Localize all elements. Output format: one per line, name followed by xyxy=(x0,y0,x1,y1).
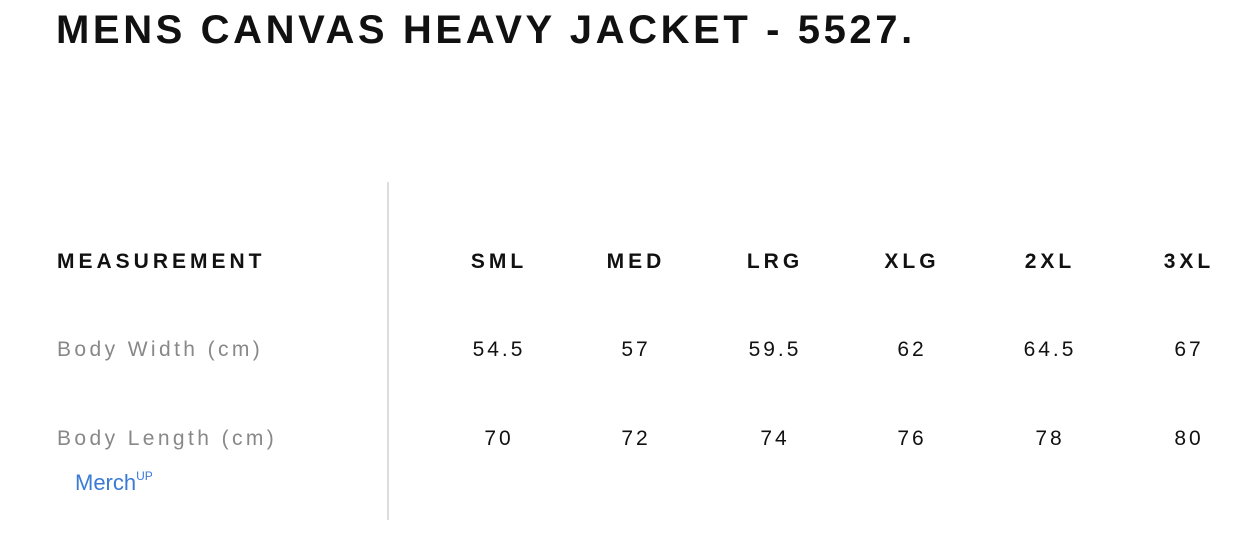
table-cell: 57 xyxy=(621,338,651,361)
table-cell: 64.5 xyxy=(1023,338,1077,361)
header-size-xlg: XLG xyxy=(884,250,940,273)
merchup-watermark-logo: MerchUP xyxy=(75,470,153,496)
table-cell: 62 xyxy=(897,338,927,361)
table-cell: 70 xyxy=(484,427,514,450)
watermark-text: Merch xyxy=(75,470,137,495)
page-title: MENS CANVAS HEAVY JACKET - 5527. xyxy=(56,8,916,52)
watermark-suffix: UP xyxy=(136,469,153,483)
table-cell: 76 xyxy=(897,427,927,450)
table-cell: 80 xyxy=(1174,427,1204,450)
header-measurement: MEASUREMENT xyxy=(57,250,266,273)
table-cell: 74 xyxy=(760,427,790,450)
table-cell: 59.5 xyxy=(748,338,802,361)
header-size-lrg: LRG xyxy=(746,250,804,273)
column-divider xyxy=(387,182,389,520)
header-size-med: MED xyxy=(606,250,666,273)
table-cell: 67 xyxy=(1174,338,1204,361)
row-label: Body Length (cm) xyxy=(57,427,278,450)
header-size-3xl: 3XL xyxy=(1163,250,1215,273)
row-label: Body Width (cm) xyxy=(57,338,264,361)
header-size-2xl: 2XL xyxy=(1024,250,1076,273)
table-cell: 54.5 xyxy=(472,338,526,361)
table-cell: 72 xyxy=(621,427,651,450)
table-cell: 78 xyxy=(1035,427,1065,450)
header-size-sml: SML xyxy=(470,250,528,273)
